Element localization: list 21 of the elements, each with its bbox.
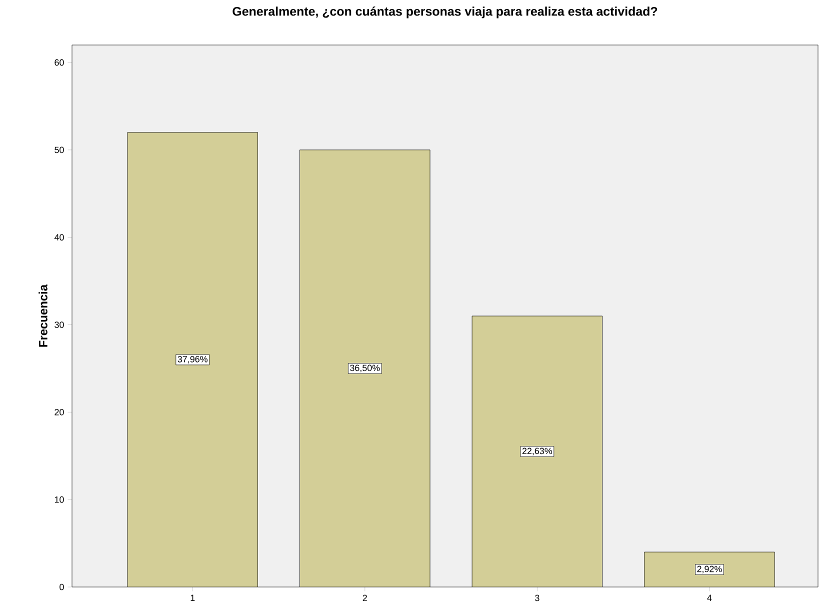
x-tick-label: 1 — [190, 594, 195, 601]
y-tick-label: 20 — [54, 408, 64, 416]
y-tick-label: 40 — [54, 234, 64, 241]
y-tick-label: 60 — [54, 59, 64, 66]
annotation: 2,92% — [697, 566, 722, 574]
y-tick-label: 0 — [60, 584, 64, 590]
y-tick-label: 10 — [54, 496, 64, 503]
y-tick-label: 50 — [54, 146, 64, 154]
bar — [127, 132, 258, 587]
x-tick-label: 4 — [707, 594, 712, 601]
chart-title: Generalmente, ¿con cuántas personas viaja para realiza esta actividad? — [232, 6, 658, 18]
x-tick-label: 3 — [535, 594, 540, 602]
annotation: 37,96% — [178, 356, 208, 364]
bar — [644, 552, 775, 587]
y-axis-title: Frecuencia — [38, 284, 48, 347]
y-tick-label: 30 — [54, 322, 64, 328]
bar — [472, 316, 603, 587]
bar — [300, 150, 430, 587]
annotation: 22,63% — [522, 448, 552, 456]
annotation: 36,50% — [350, 364, 380, 372]
x-tick-label: 2 — [362, 594, 367, 602]
